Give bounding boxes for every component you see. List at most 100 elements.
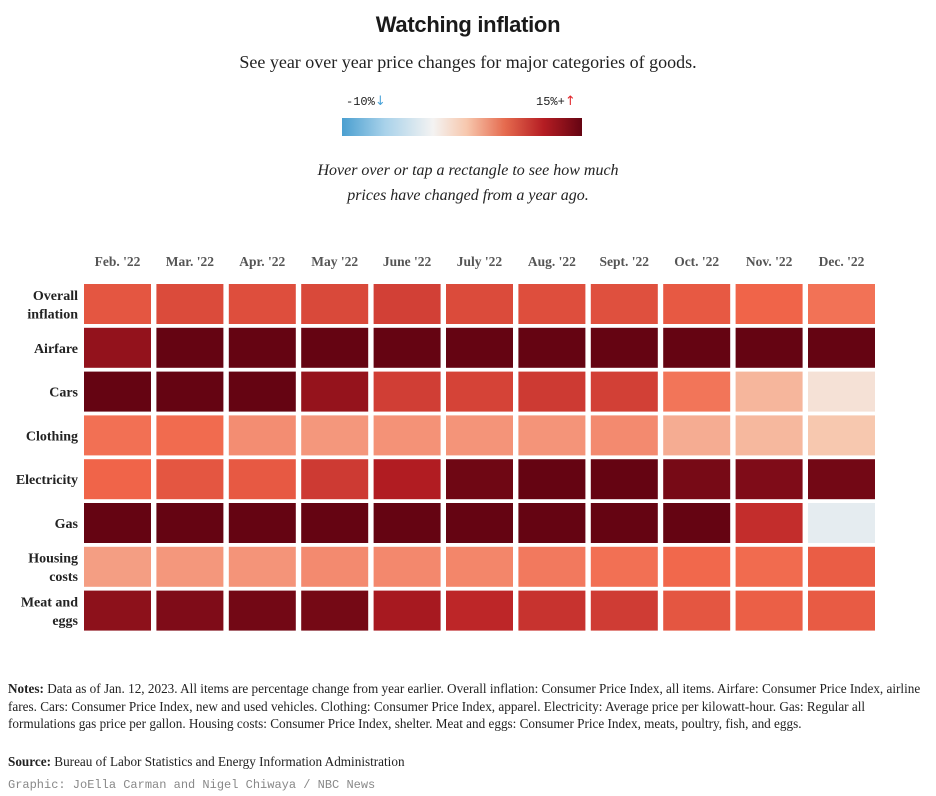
heatmap-cell[interactable]: Meat and eggs, Sept. '22: 9.3% [590,590,658,631]
heatmap-cell[interactable]: Overall inflation, Mar. '22: 8.5% [156,284,224,324]
heatmap-cell[interactable]: Meat and eggs, June '22: 11.7% [373,590,441,631]
heatmap-cell[interactable]: Overall inflation, Aug. '22: 8.3% [518,284,586,324]
heatmap-cell[interactable]: Gas, Sept. '22: 18.2% [590,503,658,543]
heatmap-cell[interactable]: Cars, July '22: 8.9% [446,371,513,412]
heatmap-cell[interactable]: Overall inflation, Oct. '22: 7.7% [663,284,731,324]
heatmap-cell[interactable]: Clothing, Sept. '22: 5.5% [590,415,658,456]
heatmap-cell[interactable]: Meat and eggs, July '22: 10.5% [446,590,513,631]
heatmap-cell[interactable]: Gas, Dec. '22: -1.5% [808,503,875,543]
notes-label: Notes: [8,681,44,696]
heatmap-cell[interactable]: Housing costs, May '22: 5.5% [301,546,369,587]
heatmap-cell[interactable]: Gas, Oct. '22: 17.5% [663,503,731,543]
heatmap-cell[interactable]: Electricity, June '22: 11.2% [373,459,441,500]
heatmap-cell[interactable]: Airfare, Aug. '22: 33.2% [518,327,586,368]
heatmap-cell[interactable]: Housing costs, Oct. '22: 6.9% [663,546,731,587]
heatmap-cell[interactable]: Electricity, Sept. '22: 15.5% [590,459,658,500]
heatmap-cell[interactable]: Airfare, Mar. '22: 23.6% [156,327,224,368]
heatmap-cell[interactable]: Housing costs, July '22: 5.7% [446,546,513,587]
heatmap-cell[interactable]: Electricity, May '22: 9.4% [301,459,369,500]
heatmap-cell[interactable]: Gas, Aug. '22: 25.6% [518,503,586,543]
heatmap-cell[interactable]: Electricity, Dec. '22: 14.3% [808,459,875,500]
heatmap-cell[interactable]: Housing costs, Dec. '22: 7.5% [808,546,875,587]
column-header: Nov. '22 [746,254,793,269]
heatmap-cell[interactable]: Electricity, Mar. '22: 7.9% [156,459,224,500]
heatmap-cell[interactable]: Overall inflation, Feb. '22: 7.9% [84,284,151,324]
heatmap-cell[interactable]: Airfare, July '22: 27.7% [446,327,513,368]
heatmap-cell[interactable]: Electricity, Nov. '22: 13.7% [735,459,803,500]
source-text: Bureau of Labor Statistics and Energy In… [54,754,405,769]
heatmap-cell[interactable]: Cars, Sept. '22: 9.1% [590,371,658,412]
heatmap-cell[interactable]: Housing costs, June '22: 5.6% [373,546,441,587]
row-label: Gas [55,517,79,532]
heatmap-cell[interactable]: Clothing, Dec. '22: 2.9% [808,415,875,456]
heatmap-cell[interactable]: Airfare, June '22: 34.1% [373,327,441,368]
heatmap-cell[interactable]: Gas, May '22: 48.1% [301,503,369,543]
heatmap-cell[interactable]: Overall inflation, May '22: 8.6% [301,284,369,324]
heatmap-cell[interactable]: Clothing, June '22: 5.2% [373,415,441,456]
heatmap-cell[interactable]: Meat and eggs, Oct. '22: 7.9% [663,590,731,631]
heatmap-cell[interactable]: Gas, Apr. '22: 43.8% [228,503,296,543]
column-header: Sept. '22 [600,254,650,269]
heatmap-cell[interactable]: Meat and eggs, Feb. '22: 13% [84,590,151,631]
heatmap-cell[interactable]: Electricity, July '22: 14.5% [446,459,513,500]
heatmap-cell[interactable]: Electricity, Apr. '22: 7.7% [228,459,296,500]
heatmap-cell[interactable]: Meat and eggs, Mar. '22: 13.7% [156,590,224,631]
row-label: Housing [28,552,78,567]
heatmap-cell[interactable]: Cars, Apr. '22: 17.3% [228,371,296,412]
heatmap-cell[interactable]: Clothing, Aug. '22: 5.1% [518,415,586,456]
heatmap-cell[interactable]: Overall inflation, Apr. '22: 8.3% [228,284,296,324]
heatmap-cell[interactable]: Gas, July '22: 44% [446,503,513,543]
heatmap-cell[interactable]: Clothing, Mar. '22: 6.8% [156,415,224,456]
legend-max-label: 15%+ [536,95,565,109]
heatmap-cell[interactable]: Overall inflation, Dec. '22: 6.5% [808,284,875,324]
heatmap-cell[interactable]: Housing costs, Feb. '22: 4.7% [84,546,151,587]
heatmap-cell[interactable]: Clothing, July '22: 5.1% [446,415,513,456]
heatmap-cell[interactable]: Airfare, Dec. '22: 28.5% [808,327,875,368]
heatmap-cell[interactable]: Airfare, Oct. '22: 42.9% [663,327,731,368]
heatmap-cell[interactable]: Overall inflation, Sept. '22: 8.2% [590,284,658,324]
heatmap-cell[interactable]: Airfare, Sept. '22: 42.9% [590,327,658,368]
heatmap-cell[interactable]: Airfare, May '22: 37.8% [301,327,369,368]
heatmap-cell[interactable]: Housing costs, Aug. '22: 6.2% [518,546,586,587]
source-label: Source: [8,754,51,769]
heatmap-cell[interactable]: Gas, Feb. '22: 38.4% [84,503,151,543]
heatmap-cell[interactable]: Meat and eggs, Aug. '22: 9.8% [518,590,586,631]
heatmap-cell[interactable]: Cars, Feb. '22: 20.9% [84,371,151,412]
heatmap-cell[interactable]: Clothing, May '22: 5% [301,415,369,456]
heatmap-cell[interactable]: Cars, Oct. '22: 6.4% [663,371,731,412]
heatmap-cell[interactable]: Meat and eggs, Dec. '22: 7.6% [808,590,875,631]
heatmap-cell[interactable]: Gas, June '22: 59.1% [373,503,441,543]
heatmap-cell[interactable]: Meat and eggs, Nov. '22: 7.4% [735,590,803,631]
heatmap-cell[interactable]: Cars, Nov. '22: 3.7% [735,371,803,412]
column-header: Apr. '22 [239,254,285,269]
heatmap-cell[interactable]: Cars, Aug. '22: 9.4% [518,371,586,412]
heatmap-cell[interactable]: Electricity, Feb. '22: 7.1% [84,459,151,500]
heatmap-cell[interactable]: Airfare, Nov. '22: 36% [735,327,803,368]
heatmap-cell[interactable]: Overall inflation, June '22: 9.1% [373,284,441,324]
heatmap-cell[interactable]: Gas, Mar. '22: 47.3% [156,503,224,543]
heatmap-cell[interactable]: Clothing, Feb. '22: 6.6% [84,415,151,456]
column-header: Oct. '22 [674,254,719,269]
heatmap-cell[interactable]: Electricity, Aug. '22: 15.8% [518,459,586,500]
heatmap-cell[interactable]: Housing costs, Nov. '22: 6.8% [735,546,803,587]
heatmap-cell[interactable]: Clothing, Nov. '22: 3.6% [735,415,803,456]
heatmap-cell[interactable]: Housing costs, Mar. '22: 5% [156,546,224,587]
column-header: Dec. '22 [819,254,865,269]
heatmap-cell[interactable]: Airfare, Feb. '22: 12.7% [84,327,151,368]
heatmap-cell[interactable]: Cars, May '22: 12.6% [301,371,369,412]
heatmap-cell[interactable]: Housing costs, Sept. '22: 6.6% [590,546,658,587]
heatmap-cell[interactable]: Gas, Nov. '22: 10.1% [735,503,803,543]
heatmap-cell[interactable]: Overall inflation, July '22: 8.5% [446,284,513,324]
heatmap-cell[interactable]: Electricity, Oct. '22: 14.1% [663,459,731,500]
heatmap-cell[interactable]: Clothing, Oct. '22: 4.1% [663,415,731,456]
heatmap-cell[interactable]: Housing costs, Apr. '22: 5.1% [228,546,296,587]
heatmap-cell[interactable]: Cars, Dec. '22: 0.9% [808,371,875,412]
heatmap-cell[interactable]: Clothing, Apr. '22: 5.4% [228,415,296,456]
heatmap-cell[interactable]: Meat and eggs, Apr. '22: 14.3% [228,590,296,631]
heatmap-cell[interactable]: Overall inflation, Nov. '22: 7.1% [735,284,803,324]
heatmap-cell[interactable]: Cars, June '22: 9.2% [373,371,441,412]
inflation-heatmap: Feb. '22 Mar. '22 Apr. '22 May '22 June '22 J… [16,254,875,631]
heatmap-cell[interactable]: Meat and eggs, May '22: 14.2% [301,590,369,631]
heatmap-cell[interactable]: Airfare, Apr. '22: 33.3% [228,327,296,368]
heatmap-cell[interactable]: Cars, Mar. '22: 18.7% [156,371,224,412]
